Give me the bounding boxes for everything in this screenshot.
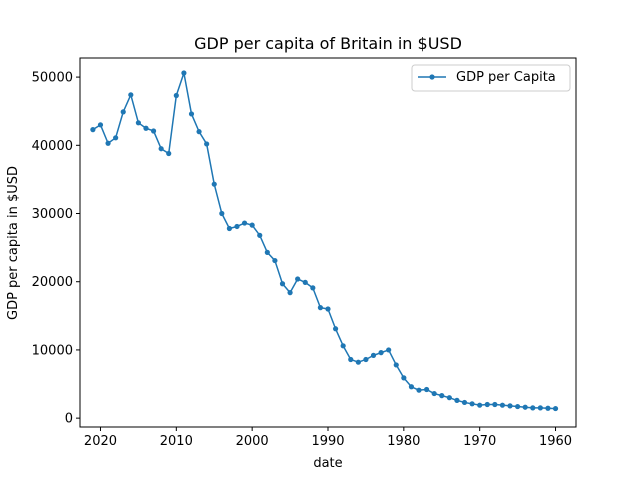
x-axis-ticks: 2020 2010 2000 1990 1980 1970 1960: [84, 427, 572, 449]
x-axis-label: date: [313, 456, 342, 471]
data-point: [355, 359, 361, 365]
chart-title: GDP per capita of Britain in $USD: [194, 34, 462, 53]
data-point: [279, 281, 286, 287]
plot-area: [90, 70, 559, 412]
data-point: [310, 285, 316, 291]
x-tick-label: 1980: [387, 434, 420, 449]
data-point: [552, 405, 559, 412]
data-point: [461, 399, 468, 406]
data-point: [416, 387, 422, 393]
y-tick-label: 10000: [32, 343, 73, 358]
data-point: [537, 405, 543, 411]
data-point: [188, 111, 195, 117]
data-point: [257, 232, 263, 238]
data-point: [204, 141, 210, 147]
data-point: [287, 290, 293, 296]
data-point: [332, 326, 339, 332]
data-point: [423, 386, 430, 393]
data-point: [507, 403, 513, 409]
data-point: [401, 375, 407, 381]
x-tick-label: 1960: [539, 434, 572, 449]
data-point: [378, 350, 384, 356]
data-point: [211, 181, 217, 187]
data-point: [181, 70, 187, 76]
data-point: [113, 135, 119, 141]
data-point: [484, 401, 490, 408]
data-point: [446, 395, 452, 401]
legend-marker-swatch: [429, 74, 435, 80]
data-point: [317, 305, 324, 311]
y-tick-label: 0: [65, 412, 73, 427]
data-point: [431, 390, 437, 397]
data-point: [173, 92, 179, 99]
data-point: [158, 146, 164, 152]
data-point: [135, 120, 141, 126]
data-point: [530, 405, 536, 411]
data-point: [522, 404, 528, 410]
data-point: [226, 225, 233, 232]
y-tick-label: 30000: [32, 207, 73, 222]
legend-box: [411, 64, 571, 92]
y-tick-label: 20000: [32, 275, 73, 290]
data-point: [363, 356, 369, 363]
y-axis-label: GDP per capita in $USD: [6, 166, 21, 320]
data-point: [272, 257, 278, 264]
data-point: [469, 401, 475, 407]
data-point: [90, 127, 96, 133]
data-point: [393, 362, 399, 368]
data-point: [249, 222, 255, 228]
y-axis-ticks: 0 10000 20000 30000 40000 50000: [32, 71, 80, 427]
legend-label: GDP per Capita: [456, 70, 556, 85]
data-point: [166, 150, 172, 157]
y-tick-label: 40000: [32, 139, 73, 154]
data-point: [241, 220, 248, 226]
data-point: [302, 279, 308, 285]
data-point: [105, 140, 111, 146]
data-point: [219, 210, 225, 217]
data-point: [264, 249, 270, 255]
data-point: [234, 223, 240, 230]
data-point: [150, 128, 157, 134]
data-point: [499, 402, 506, 408]
x-tick-label: 1970: [463, 434, 496, 449]
data-point: [325, 306, 331, 312]
data-point: [545, 405, 551, 411]
data-point: [370, 352, 377, 358]
data-point: [386, 347, 392, 353]
data-point: [196, 129, 202, 135]
data-point: [515, 403, 521, 410]
x-tick-label: 2010: [160, 434, 193, 449]
data-point: [120, 109, 126, 115]
data-point: [143, 125, 149, 131]
data-point: [454, 397, 460, 403]
data-point: [492, 401, 498, 408]
x-tick-label: 2000: [236, 434, 269, 449]
x-tick-label: 1990: [311, 434, 344, 449]
legend: GDP per Capita: [411, 64, 571, 92]
x-tick-label: 2020: [84, 434, 117, 449]
data-point: [439, 393, 445, 399]
data-point: [128, 92, 134, 98]
data-point: [408, 384, 415, 390]
data-point: [97, 122, 104, 128]
data-point: [295, 276, 301, 282]
data-point: [477, 402, 483, 408]
data-point: [340, 343, 346, 349]
data-point: [348, 356, 354, 363]
y-tick-label: 50000: [32, 71, 73, 86]
